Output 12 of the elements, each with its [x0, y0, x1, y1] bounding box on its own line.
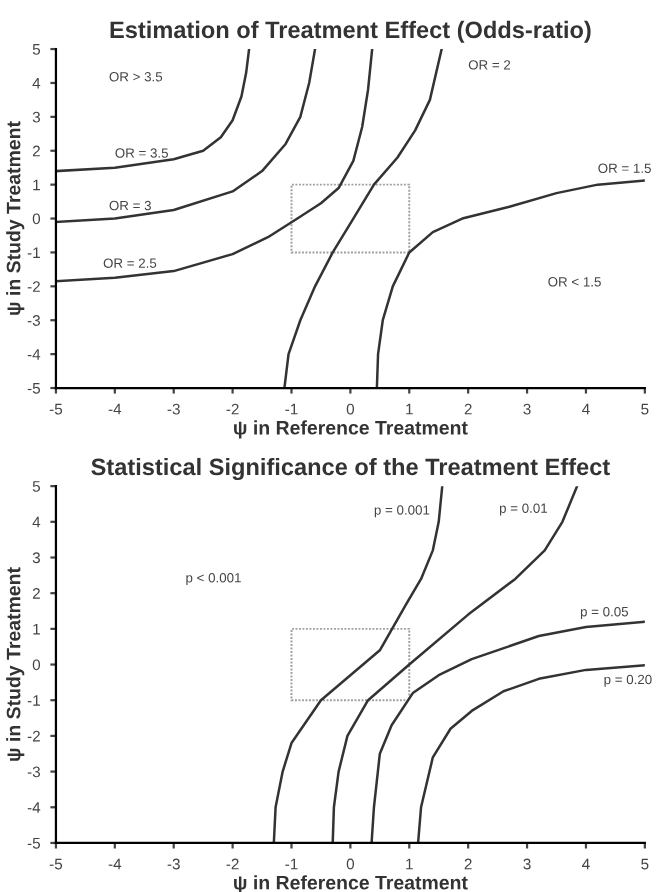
line-series: [331, 486, 579, 843]
chart-title: Statistical Significance of the Treatment Effect: [91, 457, 610, 481]
chart-title: Estimation of Treatment Effect (Odds-ratio): [110, 20, 591, 43]
line-series: [55, 49, 374, 283]
x-axis-title: ψ in Reference Treatment: [234, 420, 468, 439]
y-axis-title: ψ in Study Treatment: [6, 567, 25, 761]
y-axis-title: ψ in Study Treatment: [6, 121, 25, 315]
line-series: [55, 49, 251, 173]
line-series: [283, 49, 443, 389]
line-series: [55, 49, 317, 224]
line-series: [375, 179, 645, 389]
line-series: [272, 486, 444, 843]
